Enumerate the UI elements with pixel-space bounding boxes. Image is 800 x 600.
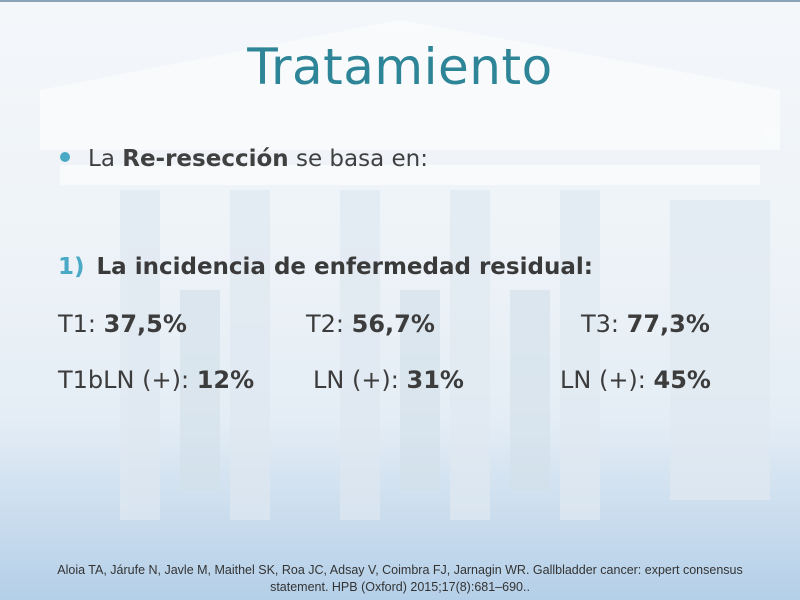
bullet-dot-icon — [60, 151, 70, 162]
numbered-point: 1) La incidencia de enfermedad residual: — [58, 254, 593, 280]
stat-value: 12% — [196, 366, 255, 394]
stat-value: 56,7% — [351, 310, 435, 338]
stat-ln-t3: LN (+): 45% — [560, 366, 711, 394]
stat-value: 31% — [406, 366, 464, 394]
bullet-point: La Re-resección se basa en: — [60, 146, 428, 172]
stat-t3: T3: 77,3% — [581, 310, 710, 338]
citation-line-1: Aloia TA, Járufe N, Javle M, Maithel SK,… — [57, 563, 743, 577]
bullet-suffix: se basa en: — [288, 146, 428, 172]
citation-footnote: Aloia TA, Járufe N, Javle M, Maithel SK,… — [0, 562, 800, 596]
stat-value: 77,3% — [626, 310, 710, 338]
stat-label: T3: — [581, 310, 620, 338]
stat-ln-t2: LN (+): 31% — [313, 366, 464, 394]
stat-label: LN (+): — [560, 366, 646, 394]
stat-label: T2: — [306, 310, 345, 338]
stat-value: 37,5% — [103, 310, 187, 338]
point-number: 1) — [58, 254, 85, 280]
stat-label: LN (+): — [313, 366, 399, 394]
stat-t2: T2: 56,7% — [306, 310, 435, 338]
stat-label: T1bLN (+): — [58, 366, 190, 394]
stat-t1bln: T1bLN (+): 12% — [58, 366, 254, 394]
point-text: La incidencia de enfermedad residual: — [96, 254, 593, 280]
citation-line-2: statement. HPB (Oxford) 2015;17(8):681–6… — [270, 580, 530, 594]
slide-title: Tratamiento — [247, 38, 553, 96]
stat-t1: T1: 37,5% — [58, 310, 187, 338]
stat-label: T1: — [58, 310, 97, 338]
stat-value: 45% — [653, 366, 711, 394]
bullet-bold-term: Re-resección — [122, 146, 289, 172]
top-border — [0, 0, 800, 2]
bullet-prefix: La — [88, 146, 123, 172]
